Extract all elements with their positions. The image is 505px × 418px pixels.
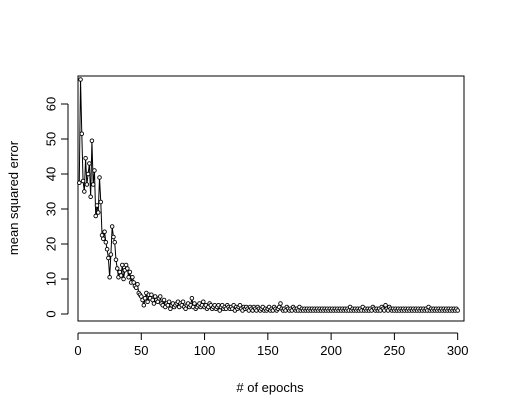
data-point: [145, 299, 150, 305]
data-point: [142, 296, 148, 301]
data-point: [88, 194, 93, 199]
data-point: [201, 299, 206, 305]
data-point: [149, 292, 154, 298]
data-point: [87, 161, 92, 166]
data-point: [112, 239, 117, 245]
series-line-1: [78, 79, 459, 313]
x-axis-label: # of epochs: [236, 380, 304, 395]
data-point: [80, 178, 86, 184]
data-point: [82, 189, 87, 194]
data-point: [101, 236, 106, 241]
axis-layer: 0 50 100 150 200 250 300 0 10 20 30 40 50 60: [43, 97, 468, 358]
data-point: [84, 182, 90, 187]
data-point: [135, 282, 140, 287]
data-point: [455, 308, 460, 313]
data-point: [111, 234, 116, 240]
y-tick-label: 40: [43, 167, 58, 181]
data-point: [120, 262, 125, 268]
data-point: [83, 155, 88, 161]
x-tick-label: 250: [384, 343, 406, 358]
data-point: [92, 168, 97, 173]
data-point: [95, 210, 101, 215]
data-point: [118, 273, 124, 278]
data-point: [141, 303, 147, 308]
data-point: [103, 239, 109, 245]
data-point: [108, 252, 114, 257]
x-tick-label: 0: [74, 343, 81, 358]
data-point: [78, 77, 83, 82]
y-tick-label: 60: [43, 97, 58, 111]
data-point: [94, 203, 100, 208]
data-point: [104, 246, 110, 252]
x-tick-label: 300: [447, 343, 469, 358]
data-point: [151, 301, 157, 306]
data-point: [93, 213, 98, 219]
data-point: [90, 182, 96, 187]
data-point: [126, 275, 131, 280]
data-point: [98, 199, 104, 205]
data-point: [278, 301, 283, 306]
y-tick-label: 10: [43, 272, 58, 286]
data-point: [85, 171, 91, 177]
data-point: [114, 266, 120, 271]
data-point: [158, 294, 163, 299]
data-point: [77, 180, 82, 185]
data-point: [106, 255, 111, 261]
data-point: [121, 276, 126, 282]
y-tick-label: 0: [43, 310, 58, 317]
series-layer: [77, 77, 460, 313]
x-tick-label: 100: [194, 343, 216, 358]
data-point: [79, 131, 85, 136]
plot-frame: [77, 75, 465, 322]
data-point: [107, 275, 112, 280]
x-tick-label: 50: [134, 343, 148, 358]
y-axis-label: mean squared error: [6, 140, 21, 255]
x-tick-label: 200: [320, 343, 342, 358]
data-point: [189, 296, 195, 301]
data-point: [109, 224, 115, 229]
data-point: [113, 257, 119, 263]
data-point: [89, 138, 95, 143]
x-tick-label: 150: [257, 343, 279, 358]
data-point: [127, 269, 133, 275]
y-tick-label: 50: [43, 132, 58, 146]
y-tick-label: 20: [43, 237, 58, 251]
data-point: [125, 266, 130, 271]
data-point: [166, 299, 172, 305]
data-point: [192, 301, 197, 306]
data-point: [102, 229, 107, 234]
data-point: [97, 175, 102, 180]
y-tick-label: 30: [43, 202, 58, 216]
data-point: [161, 297, 167, 303]
data-point: [180, 299, 186, 305]
data-point: [130, 275, 135, 280]
